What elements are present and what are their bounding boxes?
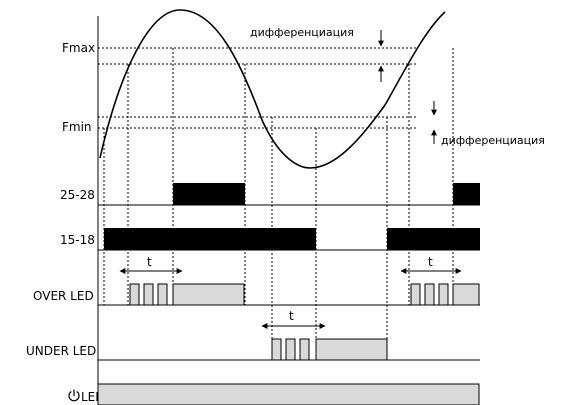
relay-15-18-label: 15-18: [60, 233, 95, 247]
delay-label: t: [289, 309, 294, 323]
relay-25-28-label: 25-28: [60, 188, 95, 202]
under-led-blink: [286, 339, 295, 360]
fmin-label: Fmin: [62, 120, 92, 134]
relay-15-18-pulse: [387, 228, 480, 250]
under-led-blink: [300, 339, 309, 360]
differentiation-label-top: дифференциация: [250, 26, 354, 39]
over-led-blink: [439, 284, 448, 305]
relay-15-18-pulse: [104, 228, 316, 250]
fmax-label: Fmax: [62, 41, 95, 55]
over-led-on: [453, 284, 479, 305]
under-led-on: [316, 339, 387, 360]
relay-25-28-pulse: [173, 183, 245, 205]
relay-25-28-pulse: [453, 183, 480, 205]
over-led-on: [173, 284, 244, 305]
power-icon: [69, 390, 79, 401]
delay-label: t: [147, 255, 152, 269]
over-led-blink: [411, 284, 420, 305]
over-led-blink: [130, 284, 139, 305]
power-led-on: [98, 384, 479, 405]
delay-label: t: [428, 255, 433, 269]
under-led-blink: [272, 339, 281, 360]
under-led-label: UNDER LED: [26, 344, 96, 358]
over-led-blink: [425, 284, 434, 305]
over-led-blink: [158, 284, 167, 305]
over-led-blink: [144, 284, 153, 305]
over-led-label: OVER LED: [33, 289, 94, 303]
differentiation-label-bottom: дифференциация: [441, 134, 545, 147]
